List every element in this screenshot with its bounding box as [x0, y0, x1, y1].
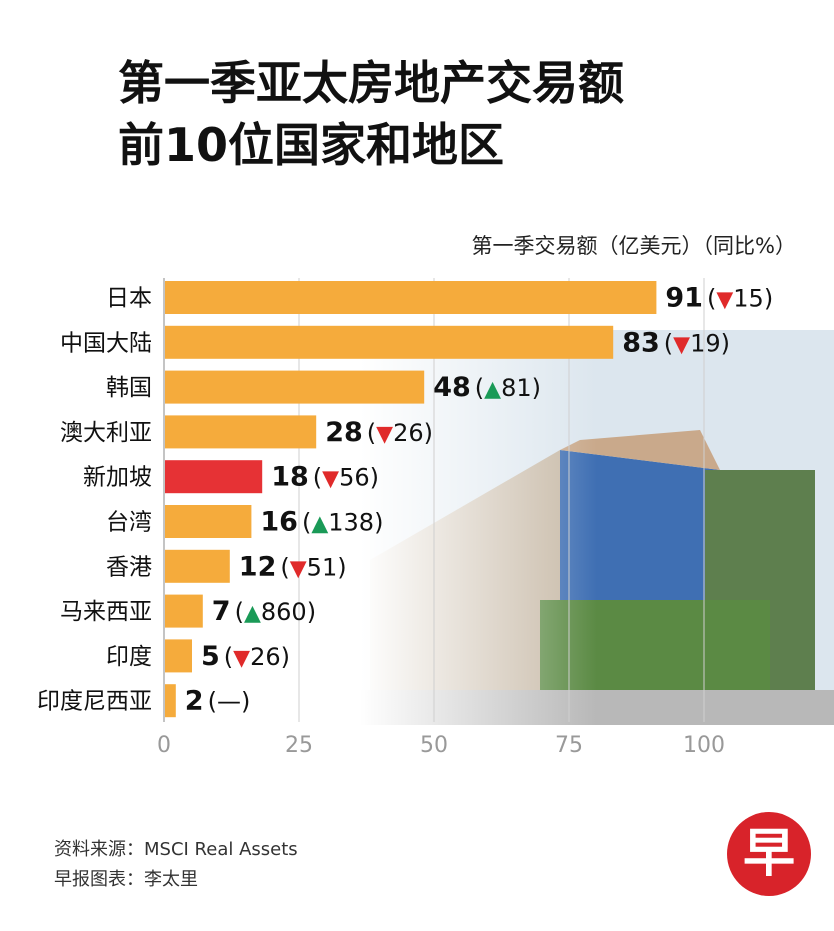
bar [165, 505, 252, 538]
yoy-value: 51 [307, 553, 338, 581]
category-label: 日本 [106, 286, 152, 312]
category-label: 新加坡 [83, 465, 152, 491]
down-triangle-icon: ▼ [716, 288, 733, 313]
value-label: 18 (▼56) [271, 462, 379, 493]
x-tick-label: 25 [285, 733, 313, 758]
bar-value: 83 [622, 327, 660, 358]
chart-title: 第一季亚太房地产交易额 前10位国家和地区 [118, 52, 624, 176]
credit-text: 早报图表：李太里 [54, 869, 198, 890]
yoy-open: ( [707, 285, 716, 313]
yoy-close: ) [337, 553, 346, 581]
bar-value: 7 [212, 596, 231, 627]
down-triangle-icon: ▼ [233, 646, 250, 671]
x-tick-label: 50 [420, 733, 448, 758]
down-triangle-icon: ▼ [376, 422, 393, 447]
bar-value: 28 [325, 417, 363, 448]
category-label: 印度 [106, 644, 152, 670]
yoy-close: ) [307, 598, 316, 626]
up-triangle-icon: ▲ [244, 601, 261, 626]
value-label: 28 (▼26) [325, 417, 433, 448]
category-label: 澳大利亚 [60, 420, 152, 446]
value-label: 48 (▲81) [433, 372, 541, 403]
yoy-open: ( [313, 464, 322, 492]
bar [165, 549, 230, 583]
yoy-close: ) [281, 643, 290, 671]
yoy-value: 860 [261, 598, 307, 626]
bar [165, 415, 317, 449]
category-label: 香港 [106, 554, 152, 580]
yoy-close: ) [241, 688, 250, 716]
title-line-1: 第一季亚太房地产交易额 [118, 56, 624, 110]
yoy-value: 26 [393, 419, 424, 447]
yoy-close: ) [532, 374, 541, 402]
bar-value: 91 [665, 283, 703, 314]
yoy-open: ( [367, 419, 376, 447]
yoy-open: ( [208, 688, 217, 716]
value-label: 16 (▲138) [260, 507, 383, 538]
bar-value: 5 [201, 641, 220, 672]
yoy-open: ( [235, 598, 244, 626]
bar-value: 12 [239, 551, 277, 582]
yoy-close: ) [764, 285, 773, 313]
yoy-value: 56 [339, 464, 370, 492]
bar [165, 325, 614, 359]
category-label: 中国大陆 [60, 330, 152, 356]
unit-label: 第一季交易额（亿美元）（同比%） [471, 234, 796, 258]
yoy-value: 26 [250, 643, 281, 671]
bar [165, 639, 192, 673]
up-triangle-icon: ▲ [484, 377, 501, 402]
value-label: 91 (▼15) [665, 283, 773, 314]
bar [165, 594, 203, 628]
bar [165, 281, 657, 314]
yoy-close: ) [374, 509, 383, 537]
yoy-value: 15 [733, 285, 764, 313]
x-tick-label: 75 [555, 733, 583, 758]
bar-value: 2 [185, 686, 204, 717]
down-triangle-icon: ▼ [290, 556, 307, 581]
zaobao-logo: 早 [727, 812, 811, 896]
down-triangle-icon: ▼ [673, 332, 690, 357]
yoy-value: — [217, 688, 241, 716]
bar [165, 460, 263, 494]
value-label: 7 (▲860) [212, 596, 316, 627]
source-note: 资料来源：MSCI Real Assets 早报图表：李太里 [54, 835, 298, 895]
building-photo [360, 330, 834, 725]
title-line-2: 前10位国家和地区 [118, 118, 505, 172]
yoy-open: ( [475, 374, 484, 402]
yoy-open: ( [302, 509, 311, 537]
yoy-open: ( [664, 329, 673, 357]
bar-value: 16 [260, 507, 298, 538]
yoy-close: ) [424, 419, 433, 447]
x-tick-label: 100 [683, 733, 725, 758]
value-label: 5 (▼26) [201, 641, 290, 672]
down-triangle-icon: ▼ [322, 467, 339, 492]
bar-value: 18 [271, 462, 309, 493]
yoy-close: ) [370, 464, 379, 492]
x-tick-label: 0 [157, 733, 171, 758]
source-text: 资料来源：MSCI Real Assets [54, 839, 298, 860]
value-label: 12 (▼51) [239, 551, 347, 582]
bar-value: 48 [433, 372, 471, 403]
bar [165, 370, 425, 404]
bar [165, 684, 176, 718]
yoy-value: 138 [328, 509, 374, 537]
category-label: 台湾 [106, 510, 152, 536]
yoy-value: 19 [690, 329, 721, 357]
category-label: 韩国 [106, 375, 152, 401]
value-label: 2 (—) [185, 686, 251, 717]
yoy-open: ( [224, 643, 233, 671]
yoy-value: 81 [501, 374, 532, 402]
yoy-close: ) [721, 329, 730, 357]
category-label: 马来西亚 [60, 599, 152, 625]
value-label: 83 (▼19) [622, 327, 730, 358]
up-triangle-icon: ▲ [311, 512, 328, 537]
category-label: 印度尼西亚 [37, 689, 152, 715]
yoy-open: ( [280, 553, 289, 581]
